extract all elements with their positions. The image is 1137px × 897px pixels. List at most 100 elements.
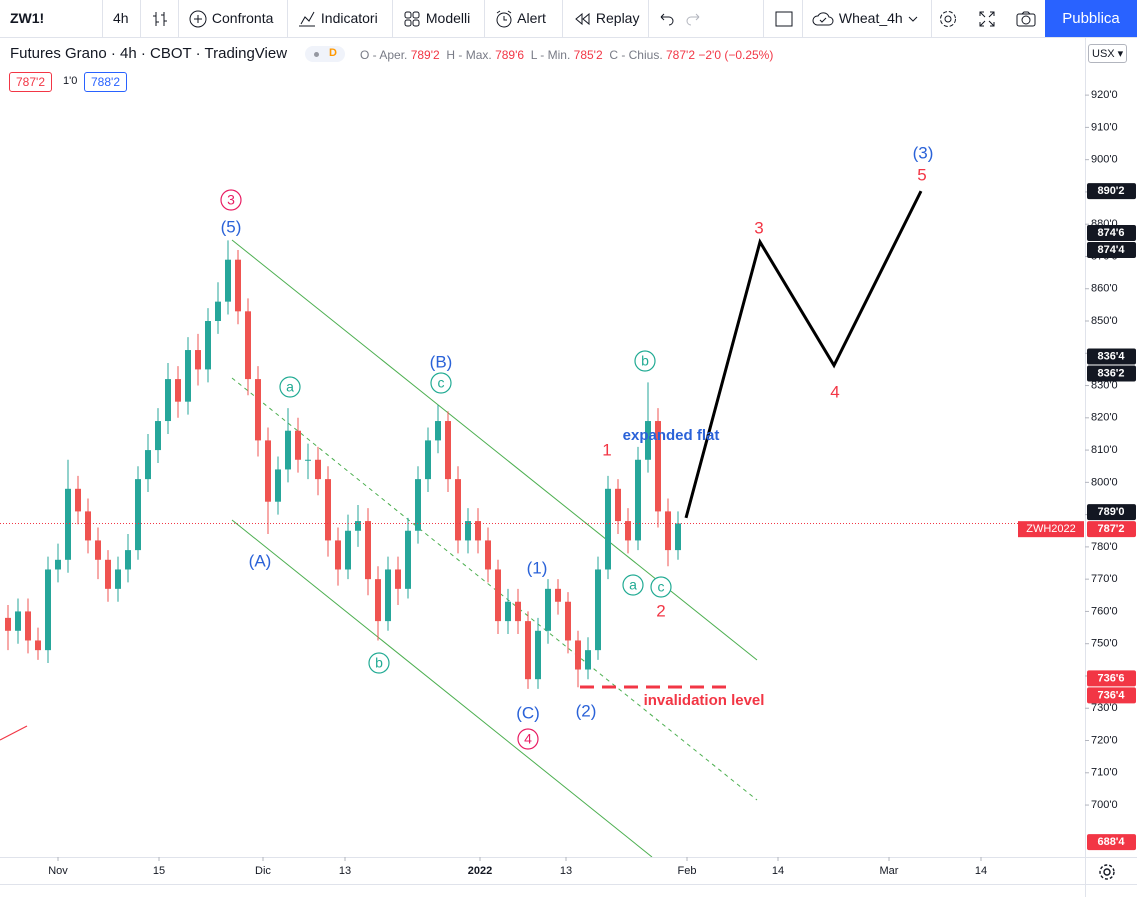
plot-area (0, 190, 1085, 857)
settings-icon[interactable] (1099, 864, 1115, 880)
fullscreen-button[interactable] (977, 0, 997, 37)
symbol[interactable]: ZW1! (10, 10, 45, 26)
layout-icon (775, 11, 793, 27)
candle-body (425, 440, 431, 480)
candle-body (335, 540, 341, 570)
candle-body (245, 311, 251, 380)
candle-body (175, 379, 181, 402)
wave-label: (1) (527, 558, 548, 577)
bar-style-button[interactable] (150, 0, 170, 37)
wave-label: c (438, 375, 445, 391)
undo-button[interactable] (656, 0, 676, 37)
candle-body (565, 601, 571, 641)
y-tick-label: 850'0 (1091, 315, 1118, 327)
candle-body (105, 559, 111, 589)
annotation-circle (634, 350, 656, 372)
settings-button[interactable] (938, 0, 958, 37)
y-tick-label: 830'0 (1091, 379, 1118, 391)
x-tick-label: 14 (772, 865, 784, 877)
sell-price[interactable]: 787'2 (9, 72, 52, 92)
x-tick-label: Mar (880, 865, 899, 877)
candle-body (285, 430, 291, 470)
candle-body (265, 440, 271, 502)
candle-body (555, 588, 561, 602)
symbol-tag (1018, 521, 1084, 538)
candle-body (125, 550, 131, 570)
compare-label: Confronta (211, 10, 274, 26)
low-value: 785'2 (573, 48, 603, 62)
candle-body (215, 301, 221, 322)
indicators-button[interactable]: Indicatori (297, 0, 378, 37)
bar-style-icon (153, 12, 167, 27)
publish-button[interactable]: Pubblica (1045, 0, 1137, 37)
candle-body (595, 569, 601, 651)
annotation-circle (622, 574, 644, 596)
channel-lower (231, 519, 653, 857)
annotation-circle (517, 728, 539, 750)
drawing-line (0, 725, 28, 741)
x-tick-label: Feb (678, 865, 697, 877)
alert-label: Alert (517, 10, 546, 26)
candle-body (665, 511, 671, 551)
price-tag-label: 874'6 (1097, 227, 1124, 239)
y-tick-label: 770'0 (1091, 573, 1118, 585)
y-tick-label: 800'0 (1091, 476, 1118, 488)
y-tick-label: 780'0 (1091, 541, 1118, 553)
currency-selector[interactable]: USX ▾ (1088, 44, 1128, 63)
y-tick-label: 750'0 (1091, 638, 1118, 650)
close-value: 787'2 (666, 48, 695, 62)
candle-body (405, 530, 411, 589)
separator (648, 0, 649, 37)
price-tag (1087, 521, 1136, 538)
separator (287, 0, 288, 37)
alert-icon (496, 10, 512, 28)
layout-button[interactable]: Wheat_4h (811, 0, 919, 37)
candle-body (635, 459, 641, 541)
wave-label: 3 (227, 192, 235, 208)
compare-icon (189, 10, 207, 28)
fullscreen-icon (979, 11, 995, 27)
templates-button[interactable]: Modelli (402, 0, 470, 37)
candle-body (145, 450, 151, 480)
candle-body (535, 630, 541, 680)
candle-body (675, 523, 681, 551)
annotation-circle (368, 652, 390, 674)
buy-price[interactable]: 788'2 (84, 72, 127, 92)
y-tick-label: 900'0 (1091, 154, 1118, 166)
redo-button[interactable] (684, 0, 704, 37)
snapshot-button[interactable] (1015, 0, 1037, 37)
candle-body (345, 530, 351, 570)
candle-body (45, 569, 51, 651)
candle-body (115, 569, 121, 589)
alert-button[interactable]: Alert (494, 0, 546, 37)
candle-body (5, 617, 11, 631)
settings-gear-icon (940, 11, 956, 28)
channel-middle (231, 377, 758, 801)
x-tick-label: Nov (48, 865, 68, 877)
cloud-icon (812, 12, 834, 26)
candle-body (165, 379, 171, 422)
symbol-tag-label: ZWH2022 (1026, 523, 1076, 535)
candle-body (625, 521, 631, 541)
replay-button[interactable]: Replay (572, 0, 639, 37)
y-tick-label: 700'0 (1091, 799, 1118, 811)
candle-body (585, 650, 591, 670)
delay-badge: D (329, 47, 337, 59)
price-tag (1087, 348, 1136, 365)
y-tick-label: 710'0 (1091, 767, 1118, 779)
high-label: H - Max. (446, 48, 492, 62)
price-tag (1087, 365, 1136, 382)
price-tag-label: 836'4 (1097, 350, 1125, 362)
templates-label: Modelli (425, 10, 471, 26)
layout-toggle[interactable] (774, 0, 794, 37)
y-tick-label: 920'0 (1091, 89, 1118, 101)
price-tag-label: 688'4 (1097, 836, 1125, 848)
y-tick-label: 760'0 (1091, 605, 1118, 617)
interval[interactable]: 4h (113, 10, 129, 26)
candle-body (35, 640, 41, 651)
price-tag-label: 736'4 (1097, 689, 1125, 701)
compare-button[interactable]: Confronta (188, 0, 273, 37)
candle-body (225, 259, 231, 302)
